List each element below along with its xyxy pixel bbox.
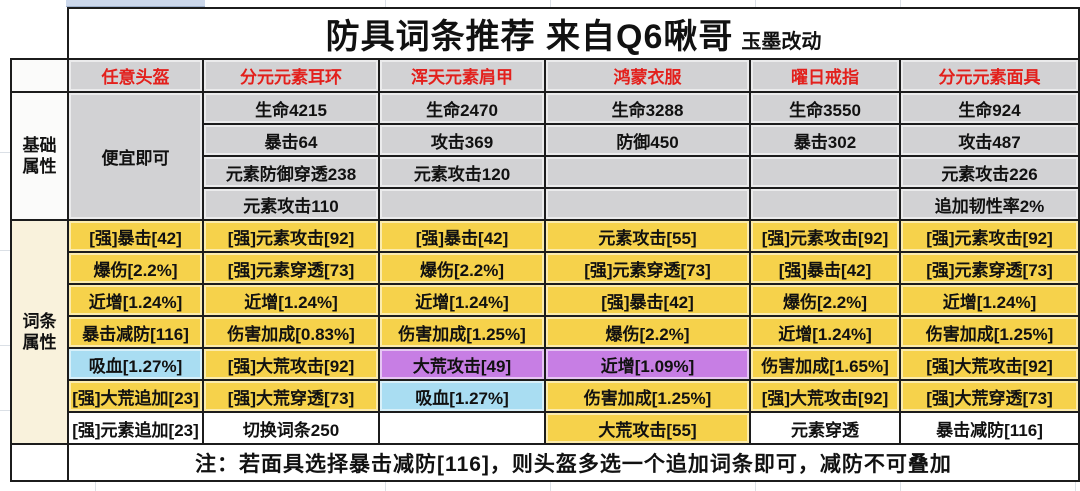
affix-cell-highlight-blue: 吸血[1.27%] bbox=[378, 379, 546, 413]
affix-cell: 爆伤[2.2%] bbox=[67, 251, 204, 285]
basic-cell: 暴击302 bbox=[749, 123, 901, 157]
affix-cell: 爆伤[2.2%] bbox=[378, 251, 546, 285]
basic-cell: 防御450 bbox=[544, 123, 751, 157]
basic-cell: 生命3550 bbox=[749, 91, 901, 125]
affix-cell: 爆伤[2.2%] bbox=[749, 283, 901, 317]
affix-cell: 元素攻击[55] bbox=[544, 219, 751, 253]
affix-cell: 近增[1.24%] bbox=[202, 283, 380, 317]
title-main: 防具词条推荐 来自Q6啾哥 bbox=[325, 18, 734, 56]
basic-cell: 生命2470 bbox=[378, 91, 546, 125]
selected-cell-highlight bbox=[66, 0, 205, 7]
basic-cell: 生命4215 bbox=[202, 91, 380, 125]
gridline bbox=[385, 0, 386, 7]
basic-cell: 生命3288 bbox=[544, 91, 751, 125]
affix-cell: 切换词条250 bbox=[202, 411, 380, 445]
note-blank-cell bbox=[10, 443, 69, 482]
title-sub: 玉墨改动 bbox=[741, 31, 822, 53]
affix-cell: 伤害加成[1.25%] bbox=[378, 315, 546, 349]
affix-cell: [强]大荒穿透[73] bbox=[899, 379, 1080, 413]
basic-cell: 追加韧性率2% bbox=[899, 187, 1080, 221]
column-header-mask: 分元元素面具 bbox=[899, 58, 1080, 93]
affix-cell: [强]大荒穿透[73] bbox=[202, 379, 380, 413]
basic-cell bbox=[544, 155, 751, 189]
helmet-basic-cell: 便宜即可 bbox=[67, 91, 204, 221]
affix-cell: 大荒攻击[55] bbox=[544, 411, 751, 445]
gridline bbox=[900, 481, 901, 491]
affix-cell: 近增[1.24%] bbox=[899, 283, 1080, 317]
basic-cell: 攻击369 bbox=[378, 123, 546, 157]
affix-cell: [强]元素穿透[73] bbox=[899, 251, 1080, 285]
gridline bbox=[1075, 481, 1076, 491]
gridline bbox=[0, 410, 10, 411]
note-cell: 注：若面具选择暴击减防[116]，则头盔多选一个追加词条即可，减防不可叠加 bbox=[67, 443, 1080, 482]
affix-cell: 暴击减防[116] bbox=[67, 315, 204, 349]
armor-affix-table: 防具词条推荐 来自Q6啾哥 玉墨改动 任意头盔 分元元素耳环 浑天元素肩甲 鸿蒙衣… bbox=[10, 7, 1080, 482]
gridline bbox=[550, 0, 551, 7]
affix-cell: [强]大荒攻击[92] bbox=[749, 379, 901, 413]
column-header-shoulder: 浑天元素肩甲 bbox=[378, 58, 546, 93]
affix-cell-highlight-blue: 吸血[1.27%] bbox=[67, 347, 204, 381]
table-title: 防具词条推荐 来自Q6啾哥 玉墨改动 bbox=[67, 7, 1080, 60]
affix-cell-highlight-purple: 大荒攻击[49] bbox=[378, 347, 546, 381]
affix-cell: [强]暴击[42] bbox=[67, 219, 204, 253]
column-header-earring: 分元元素耳环 bbox=[202, 58, 380, 93]
basic-cell: 暴击64 bbox=[202, 123, 380, 157]
affix-cell: [强]元素攻击[92] bbox=[202, 219, 380, 253]
basic-cell: 元素攻击226 bbox=[899, 155, 1080, 189]
section-label-affix: 词条属性 bbox=[10, 219, 69, 445]
basic-cell bbox=[749, 155, 901, 189]
affix-cell: [强]元素穿透[73] bbox=[202, 251, 380, 285]
affix-cell: 近增[1.24%] bbox=[378, 283, 546, 317]
gridline bbox=[900, 0, 901, 7]
affix-cell: [强]大荒攻击[92] bbox=[202, 347, 380, 381]
affix-cell: [强]元素穿透[73] bbox=[544, 251, 751, 285]
gridline bbox=[0, 152, 10, 153]
basic-cell bbox=[749, 187, 901, 221]
affix-cell: [强]暴击[42] bbox=[378, 219, 546, 253]
gridline bbox=[0, 345, 10, 346]
affix-cell: 暴击减防[116] bbox=[899, 411, 1080, 445]
basic-cell: 元素防御穿透238 bbox=[202, 155, 380, 189]
affix-cell: 伤害加成[1.25%] bbox=[899, 315, 1080, 349]
affix-cell: 伤害加成[1.25%] bbox=[544, 379, 751, 413]
gridline bbox=[95, 481, 96, 491]
affix-cell: [强]暴击[42] bbox=[749, 251, 901, 285]
affix-cell: [强]大荒攻击[92] bbox=[899, 347, 1080, 381]
column-header-ring: 曜日戒指 bbox=[749, 58, 901, 93]
basic-cell bbox=[544, 187, 751, 221]
gridline bbox=[755, 481, 756, 491]
corner-blank-cell bbox=[11, 8, 68, 59]
gridline bbox=[550, 481, 551, 491]
affix-cell: 元素穿透 bbox=[749, 411, 901, 445]
gridline bbox=[385, 481, 386, 491]
basic-cell: 生命924 bbox=[899, 91, 1080, 125]
affix-cell: 近增[1.24%] bbox=[749, 315, 901, 349]
affix-cell: 爆伤[2.2%] bbox=[544, 315, 751, 349]
header-blank-cell bbox=[10, 58, 69, 93]
affix-cell: 伤害加成[0.83%] bbox=[202, 315, 380, 349]
gridline bbox=[0, 250, 10, 251]
affix-cell-highlight-purple: 近增[1.09%] bbox=[544, 347, 751, 381]
basic-cell bbox=[378, 187, 546, 221]
basic-cell: 元素攻击110 bbox=[202, 187, 380, 221]
affix-cell bbox=[378, 411, 546, 445]
column-header-clothes: 鸿蒙衣服 bbox=[544, 58, 751, 93]
column-header-helmet: 任意头盔 bbox=[67, 58, 204, 93]
affix-cell: [强]元素攻击[92] bbox=[749, 219, 901, 253]
affix-cell: [强]元素追加[23] bbox=[67, 411, 204, 445]
affix-cell: 伤害加成[1.65%] bbox=[749, 347, 901, 381]
affix-cell: 近增[1.24%] bbox=[67, 283, 204, 317]
section-label-basic: 基础属性 bbox=[10, 91, 69, 221]
gridline bbox=[755, 0, 756, 7]
basic-cell: 攻击487 bbox=[899, 123, 1080, 157]
affix-cell: [强]大荒追加[23] bbox=[67, 379, 204, 413]
affix-cell: [强]元素攻击[92] bbox=[899, 219, 1080, 253]
basic-cell: 元素攻击120 bbox=[378, 155, 546, 189]
affix-cell: [强]暴击[42] bbox=[544, 283, 751, 317]
